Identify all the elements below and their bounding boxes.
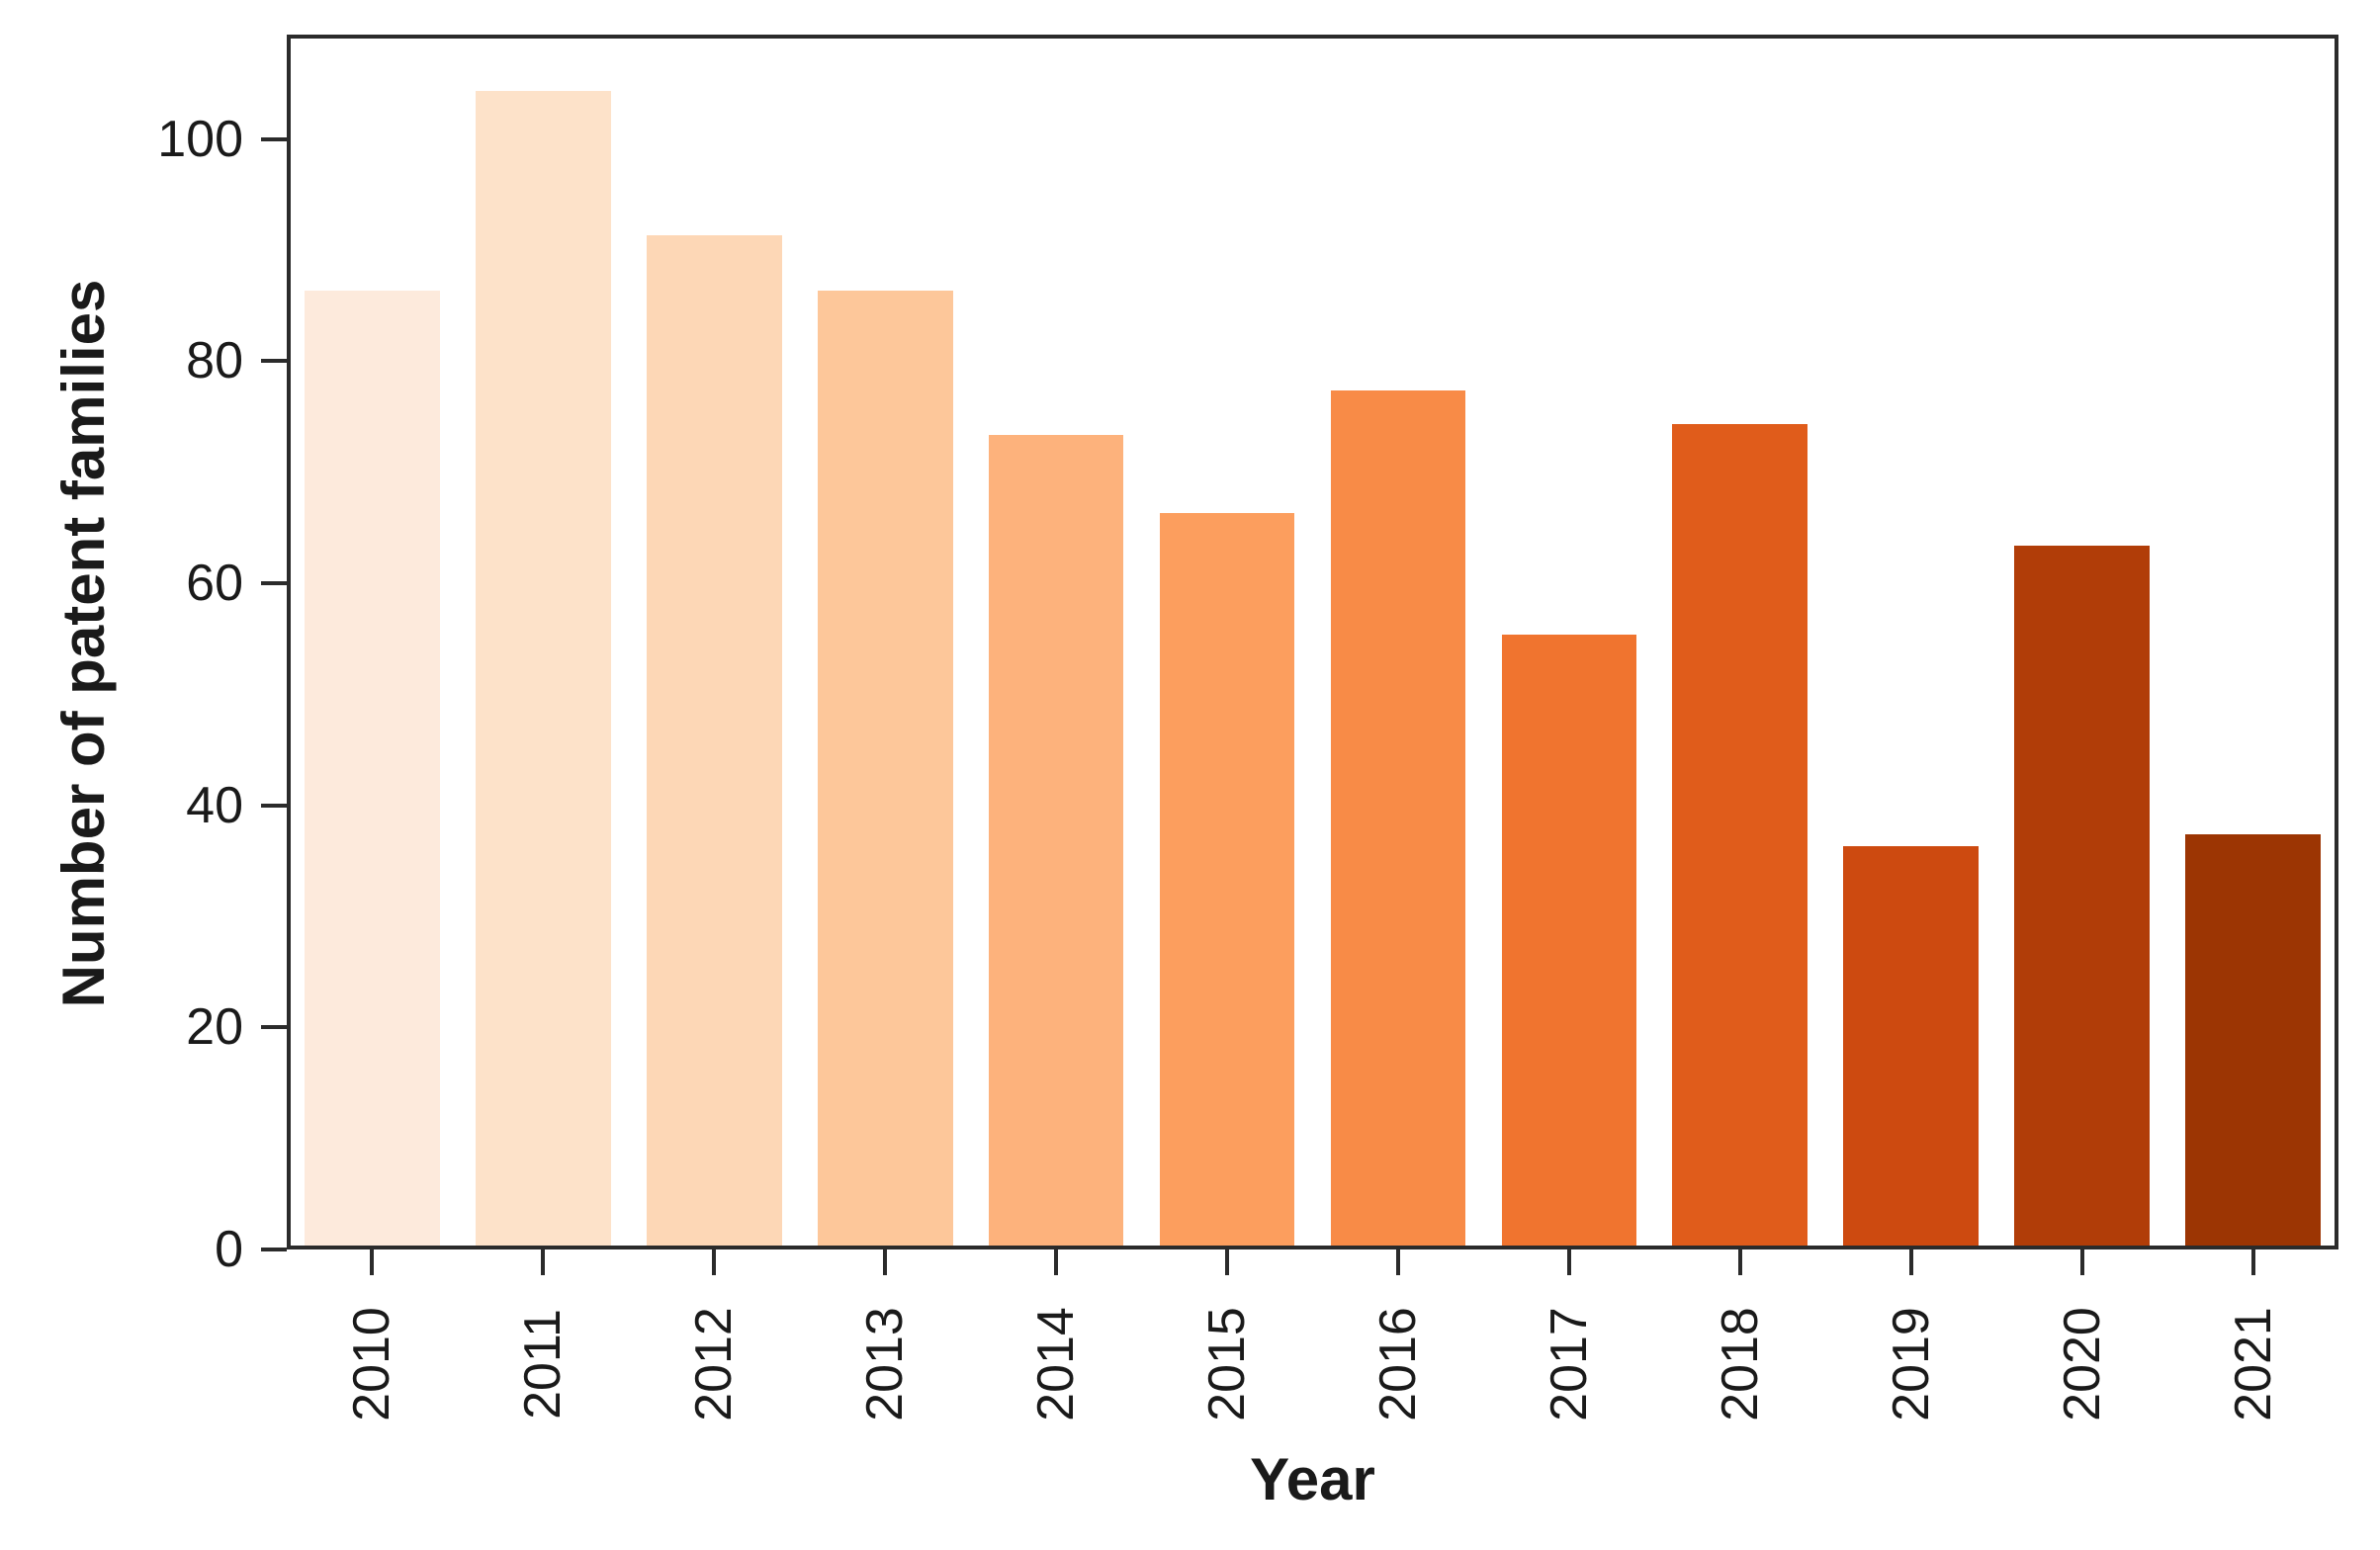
y-tick-label: 80 xyxy=(186,332,243,390)
x-tick-label: 2018 xyxy=(1711,1307,1769,1421)
bar-2020 xyxy=(2014,546,2150,1246)
y-tick xyxy=(261,803,287,808)
x-tick xyxy=(370,1249,375,1275)
y-tick-label: 20 xyxy=(186,998,243,1057)
x-tick-label: 2013 xyxy=(856,1307,915,1421)
bar-2010 xyxy=(305,290,440,1246)
y-tick xyxy=(261,1025,287,1030)
y-axis-title: Number of patent families xyxy=(50,279,117,1008)
plot-area xyxy=(287,35,2338,1249)
bar-2015 xyxy=(1159,512,1295,1246)
x-tick xyxy=(1737,1249,1742,1275)
bar-2012 xyxy=(646,234,782,1246)
x-tick-label: 2010 xyxy=(343,1307,401,1421)
bar-2014 xyxy=(988,434,1124,1246)
x-tick-label: 2015 xyxy=(1198,1307,1257,1421)
y-tick-label: 100 xyxy=(157,110,243,168)
x-tick xyxy=(2079,1249,2084,1275)
x-tick-label: 2020 xyxy=(2053,1307,2111,1421)
bar-2011 xyxy=(476,90,611,1246)
bar-2013 xyxy=(817,290,953,1246)
x-tick xyxy=(1054,1249,1059,1275)
x-tick xyxy=(1395,1249,1400,1275)
x-tick xyxy=(541,1249,546,1275)
y-tick xyxy=(261,580,287,585)
y-tick xyxy=(261,136,287,141)
bar-2017 xyxy=(1501,635,1637,1246)
bar-2018 xyxy=(1672,423,1808,1246)
bar-2016 xyxy=(1330,389,1466,1246)
y-tick xyxy=(261,359,287,364)
y-tick xyxy=(261,1248,287,1251)
x-tick-label: 2012 xyxy=(685,1307,744,1421)
bar-2021 xyxy=(2185,834,2321,1246)
x-tick-label: 2017 xyxy=(1540,1307,1598,1421)
x-tick-label: 2021 xyxy=(2224,1307,2282,1421)
x-tick-label: 2016 xyxy=(1368,1307,1427,1421)
x-tick-label: 2011 xyxy=(514,1309,573,1420)
x-tick xyxy=(1566,1249,1571,1275)
x-tick xyxy=(883,1249,888,1275)
x-tick xyxy=(1908,1249,1913,1275)
y-tick-label: 40 xyxy=(186,776,243,834)
x-tick xyxy=(1225,1249,1230,1275)
y-tick-label: 60 xyxy=(186,554,243,612)
x-tick-label: 2019 xyxy=(1882,1307,1940,1421)
x-tick xyxy=(712,1249,717,1275)
x-tick-label: 2014 xyxy=(1027,1307,1086,1421)
x-tick xyxy=(2250,1249,2255,1275)
x-axis-title: Year xyxy=(1250,1446,1375,1512)
y-tick-label: 0 xyxy=(215,1221,243,1278)
bar-2019 xyxy=(1843,845,1979,1246)
